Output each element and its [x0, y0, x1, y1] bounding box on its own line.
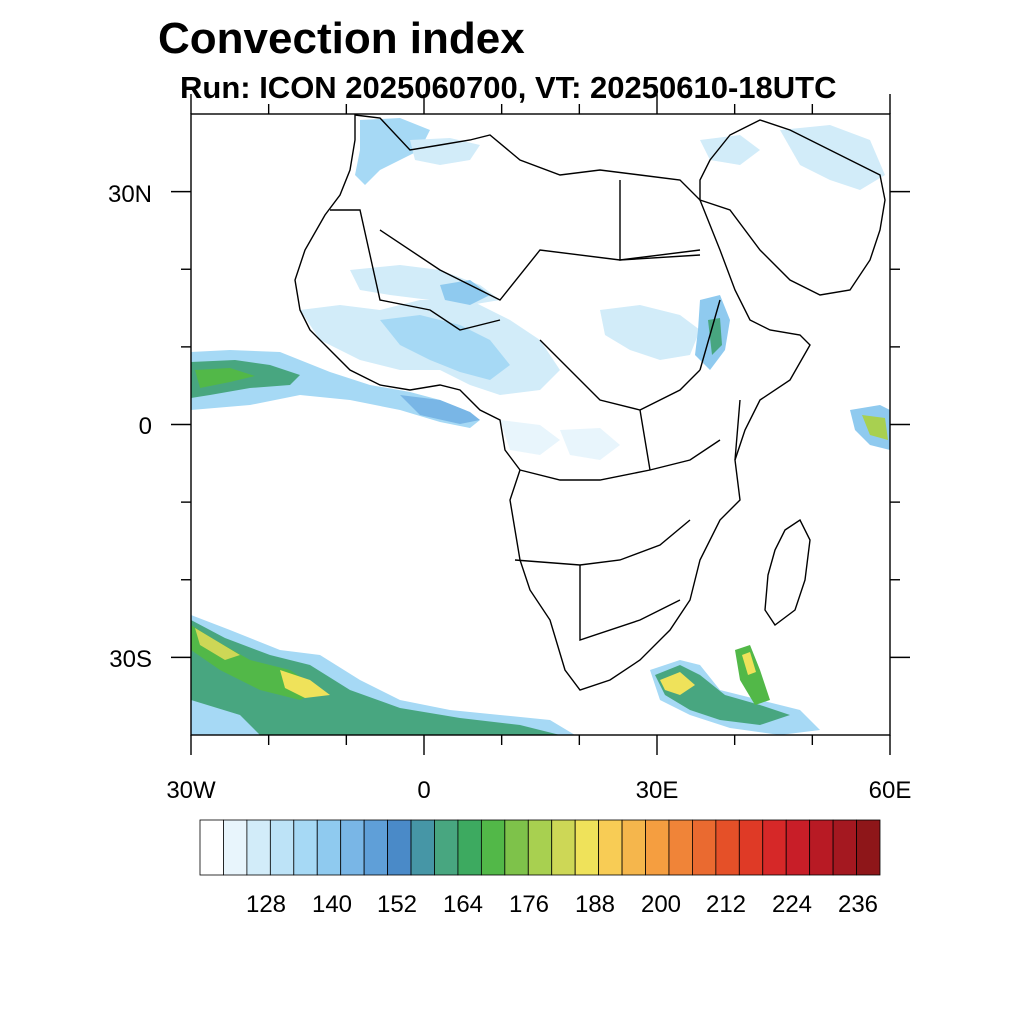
- colorbar-segment: [480, 819, 506, 876]
- colorbar-label-176: 176: [509, 891, 549, 918]
- colorbar-label-164: 164: [443, 891, 483, 918]
- map-outlines: [294, 114, 886, 691]
- border-angola: [579, 565, 681, 641]
- lon-label-60e: 60E: [869, 777, 912, 804]
- convection-area-gulf-guinea: [400, 395, 480, 424]
- colorbar-segment: [574, 819, 600, 876]
- colorbar-label-152: 152: [377, 891, 417, 918]
- arabia-coastline: [699, 119, 886, 296]
- convection-area-madagascar-south-peak: [742, 652, 756, 675]
- axis-ticks: [171, 94, 910, 755]
- border-west-africa: [330, 209, 501, 331]
- colorbar-segment: [692, 819, 717, 876]
- colorbar: [199, 819, 881, 876]
- colorbar-segment: [809, 819, 834, 876]
- colorbar-segment: [316, 819, 342, 876]
- convection-field: [191, 118, 890, 735]
- lon-label-30e: 30E: [636, 777, 679, 804]
- convection-area-atlantic-core2: [195, 368, 255, 388]
- colorbar-segment: [668, 819, 693, 876]
- border-central: [539, 339, 701, 411]
- colorbar-segment: [340, 819, 365, 876]
- convection-area-south-atlantic-mid: [191, 620, 560, 735]
- convection-area-levant: [780, 125, 885, 190]
- colorbar-segment: [645, 819, 670, 876]
- convection-area-algeria: [410, 138, 480, 165]
- lon-label-0: 0: [417, 777, 430, 804]
- convection-area-indian-ocean-core: [862, 415, 888, 440]
- convection-area-south-atlantic-peak: [195, 628, 240, 660]
- lat-label-0: 0: [139, 413, 152, 440]
- colorbar-segment: [410, 819, 435, 876]
- colorbar-segment: [621, 819, 646, 876]
- colorbar-segment: [199, 819, 224, 876]
- lat-tick-labels: 30N 0 30S: [108, 181, 152, 673]
- convection-area-congo: [500, 420, 560, 455]
- convection-area-cameroon: [560, 428, 620, 460]
- convection-area-sudan: [600, 305, 700, 360]
- colorbar-label-200: 200: [641, 891, 681, 918]
- colorbar-label-128: 128: [246, 891, 286, 918]
- border-egypt: [619, 180, 701, 261]
- colorbar-segment: [269, 819, 295, 876]
- colorbar-segment: [715, 819, 740, 876]
- colorbar-segment: [246, 819, 271, 876]
- colorbar-segment: [527, 819, 553, 876]
- map-frame: [190, 113, 891, 736]
- africa-coastline: [294, 114, 811, 691]
- colorbar-label-188: 188: [575, 891, 615, 918]
- convection-area-west-africa-core: [380, 315, 510, 380]
- border-south: [514, 519, 691, 566]
- lat-label-30n: 30N: [108, 181, 152, 208]
- colorbar-segment: [856, 819, 881, 876]
- convection-area-agulhas-peak: [660, 672, 695, 695]
- convection-area-sahel-patch: [440, 280, 490, 305]
- colorbar-segment: [434, 819, 459, 876]
- colorbar-segment: [223, 819, 248, 876]
- chart-subtitle: Run: ICON 2025060700, VT: 20250610-18UTC: [180, 70, 837, 105]
- colorbar-segment: [738, 819, 764, 876]
- chart-title: Convection index: [158, 14, 525, 63]
- border-sahara: [379, 229, 701, 301]
- colorbar-segment: [785, 819, 811, 876]
- madagascar-coastline: [764, 518, 811, 627]
- lon-tick-labels: 30W 0 30E 60E: [166, 777, 911, 804]
- colorbar-segment: [762, 819, 787, 876]
- convection-area-morocco: [355, 118, 430, 185]
- convection-area-iraq: [700, 135, 760, 165]
- colorbar-segment: [363, 819, 388, 876]
- convection-area-south-atlantic-peak2: [280, 670, 330, 698]
- lon-label-30w: 30W: [166, 777, 216, 804]
- colorbar-segment: [504, 819, 529, 876]
- colorbar-label-236: 236: [838, 891, 878, 918]
- colorbar-segment: [832, 819, 857, 876]
- colorbar-label-140: 140: [312, 891, 352, 918]
- colorbar-segment: [551, 819, 576, 876]
- colorbar-segment: [387, 819, 412, 876]
- colorbar-label-224: 224: [772, 891, 812, 918]
- border-congo: [519, 439, 721, 481]
- border-east: [639, 299, 741, 471]
- colorbar-segment: [293, 819, 318, 876]
- colorbar-segment: [457, 819, 482, 876]
- colorbar-segment: [598, 819, 623, 876]
- colorbar-labels: 128 140 152 164 176 188 200 212 224 236: [246, 891, 878, 918]
- lat-label-30s: 30S: [109, 646, 152, 673]
- colorbar-label-212: 212: [706, 891, 746, 918]
